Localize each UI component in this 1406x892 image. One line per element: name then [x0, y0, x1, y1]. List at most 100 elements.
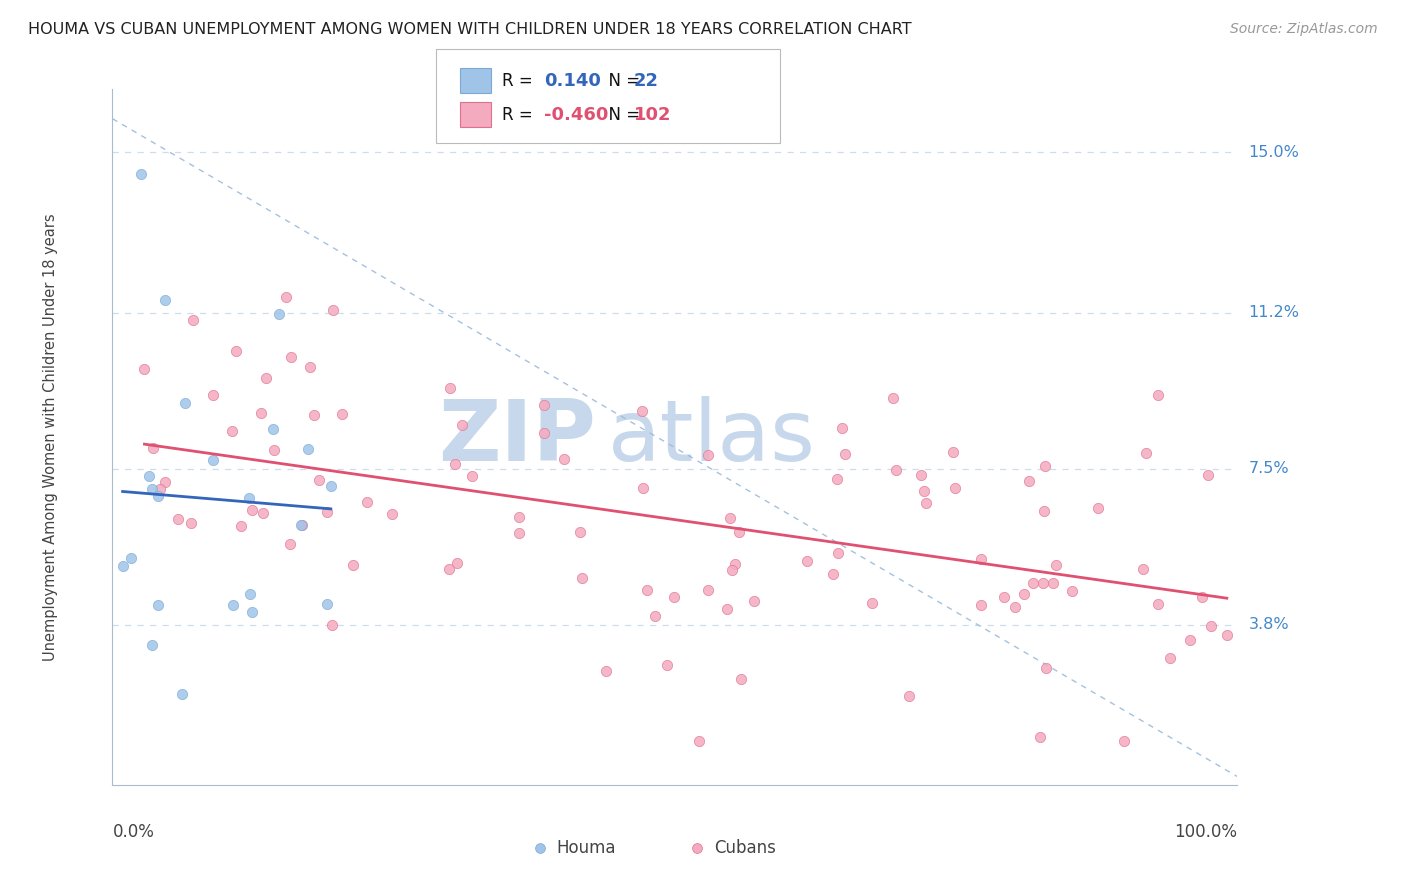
Point — [249, 407, 271, 421]
Point — [716, 602, 738, 616]
Point — [381, 507, 404, 521]
Point — [970, 599, 993, 613]
Text: atlas: atlas — [607, 395, 815, 479]
Point — [302, 409, 325, 423]
Point — [134, 361, 156, 376]
Point — [831, 421, 853, 435]
Point — [942, 445, 965, 459]
Point — [1199, 618, 1222, 632]
Point — [297, 442, 319, 456]
Text: 0.140: 0.140 — [544, 71, 600, 89]
Point — [451, 418, 474, 433]
Point — [240, 503, 263, 517]
Point — [146, 489, 169, 503]
Point — [274, 290, 297, 304]
Point — [724, 558, 747, 572]
Point — [291, 517, 314, 532]
Point — [742, 594, 765, 608]
Point — [1180, 632, 1202, 647]
Point — [173, 396, 195, 410]
Point — [943, 481, 966, 495]
Point — [221, 424, 243, 438]
Point — [170, 687, 193, 701]
Point — [153, 293, 176, 307]
Point — [1018, 474, 1040, 488]
Point — [970, 552, 993, 566]
Point — [181, 313, 204, 327]
Point — [718, 510, 741, 524]
Point — [222, 598, 245, 612]
Point — [322, 302, 344, 317]
Point — [1032, 575, 1054, 590]
Text: Houma: Houma — [557, 838, 616, 856]
Point — [107, 781, 129, 796]
Point — [821, 566, 844, 581]
Point — [993, 590, 1015, 604]
Point — [1035, 661, 1057, 675]
Point — [262, 422, 284, 436]
Point — [915, 496, 938, 510]
Point — [696, 583, 718, 598]
Text: R =: R = — [502, 71, 538, 89]
Text: 15.0%: 15.0% — [1249, 145, 1299, 160]
Point — [263, 442, 285, 457]
Point — [827, 547, 849, 561]
Point — [657, 658, 679, 673]
Point — [571, 572, 593, 586]
Point — [697, 448, 720, 462]
Point — [321, 618, 343, 632]
Point — [1197, 468, 1219, 483]
Text: 100.0%: 100.0% — [1174, 823, 1237, 841]
Point — [298, 359, 321, 374]
Point — [444, 457, 467, 471]
Point — [315, 506, 337, 520]
Point — [167, 512, 190, 526]
Point — [252, 506, 274, 520]
Point — [308, 473, 330, 487]
Point — [356, 495, 378, 509]
Text: 0.0%: 0.0% — [112, 823, 155, 841]
Point — [240, 605, 263, 619]
Point — [884, 463, 907, 477]
Point — [569, 525, 592, 540]
Point — [319, 479, 342, 493]
Point — [111, 558, 134, 573]
Point — [1147, 597, 1170, 611]
Point — [1028, 730, 1050, 744]
Point — [239, 587, 262, 601]
Text: R =: R = — [502, 105, 538, 123]
Text: N =: N = — [598, 71, 645, 89]
Point — [912, 483, 935, 498]
Point — [508, 525, 530, 540]
Point — [553, 452, 575, 467]
Text: 3.8%: 3.8% — [1249, 617, 1289, 632]
Point — [461, 469, 484, 483]
Point — [315, 597, 337, 611]
Point — [1045, 558, 1067, 573]
Point — [508, 510, 530, 524]
Point — [105, 781, 128, 796]
Point — [439, 381, 461, 395]
Text: HOUMA VS CUBAN UNEMPLOYMENT AMONG WOMEN WITH CHILDREN UNDER 18 YEARS CORRELATION: HOUMA VS CUBAN UNEMPLOYMENT AMONG WOMEN … — [28, 22, 911, 37]
Point — [138, 469, 160, 483]
Point — [180, 516, 202, 530]
Point — [1033, 504, 1056, 518]
Point — [1042, 576, 1064, 591]
Text: 7.5%: 7.5% — [1249, 461, 1289, 476]
Point — [1132, 561, 1154, 575]
Point — [860, 596, 883, 610]
Point — [229, 518, 252, 533]
Point — [280, 350, 302, 364]
Point — [636, 582, 658, 597]
Point — [1147, 388, 1170, 402]
Point — [267, 307, 290, 321]
Point — [730, 673, 752, 687]
Point — [796, 554, 818, 568]
Point — [825, 472, 848, 486]
Point — [141, 482, 163, 496]
Point — [595, 664, 617, 678]
Point — [330, 408, 353, 422]
Text: Source: ZipAtlas.com: Source: ZipAtlas.com — [1230, 22, 1378, 37]
Point — [1191, 591, 1213, 605]
Point — [882, 392, 904, 406]
